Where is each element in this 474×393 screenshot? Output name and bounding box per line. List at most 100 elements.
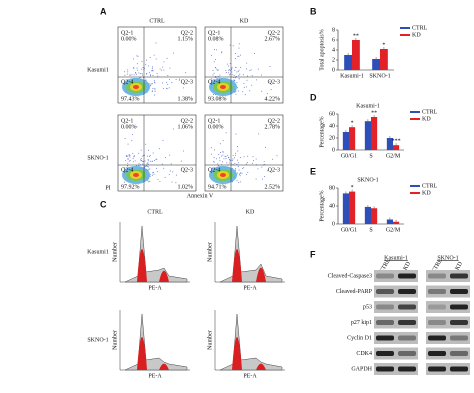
band bbox=[398, 273, 416, 279]
axis-label: PE-A bbox=[243, 285, 257, 291]
event-dot bbox=[257, 68, 259, 70]
x-tick-label: G0/G1 bbox=[341, 153, 357, 159]
event-dot bbox=[238, 69, 240, 71]
y-tick-label: 0 bbox=[332, 67, 335, 73]
event-dot bbox=[240, 67, 242, 69]
quadrant-percent: 1.15% bbox=[178, 36, 194, 42]
event-dot bbox=[149, 174, 151, 176]
event-dot bbox=[141, 73, 143, 75]
event-dot bbox=[136, 63, 138, 65]
event-dot bbox=[229, 44, 231, 46]
event-dot bbox=[152, 88, 154, 90]
quadrant-percent: 97.43% bbox=[121, 96, 140, 102]
axis-label: Number bbox=[112, 330, 118, 350]
event-dot bbox=[182, 150, 184, 152]
event-dot bbox=[245, 68, 247, 70]
event-dot bbox=[237, 70, 239, 72]
band bbox=[428, 335, 446, 341]
event-dot bbox=[238, 47, 240, 49]
event-dot bbox=[213, 160, 215, 162]
event-dot bbox=[136, 73, 138, 75]
quadrant-name: Q2-1 bbox=[121, 118, 133, 124]
event-dot bbox=[229, 160, 231, 162]
event-dot bbox=[261, 166, 263, 168]
axis-label: Number bbox=[207, 242, 213, 262]
event-dot bbox=[123, 167, 125, 169]
event-dot bbox=[151, 90, 153, 92]
event-dot bbox=[247, 162, 249, 164]
event-dot bbox=[132, 58, 134, 60]
event-dot bbox=[131, 140, 133, 142]
event-dot bbox=[138, 162, 140, 164]
event-dot bbox=[238, 43, 240, 45]
event-dot bbox=[132, 152, 134, 154]
y-axis-label: Total apoptosis% bbox=[319, 29, 325, 70]
event-dot bbox=[242, 91, 244, 93]
event-dot bbox=[156, 158, 158, 160]
event-dot bbox=[270, 88, 272, 90]
event-dot bbox=[246, 62, 248, 64]
event-dot bbox=[235, 75, 237, 77]
group-label: Kasumi-1 bbox=[384, 255, 408, 261]
event-dot bbox=[151, 69, 153, 71]
band bbox=[376, 289, 394, 294]
event-dot bbox=[168, 174, 170, 176]
event-dot bbox=[163, 69, 165, 71]
quadrant-name: Q2-2 bbox=[268, 30, 280, 36]
axis-label: PE-A bbox=[148, 285, 162, 291]
event-dot bbox=[236, 163, 238, 165]
event-dot bbox=[171, 82, 173, 84]
event-dot bbox=[238, 75, 240, 77]
event-dot bbox=[163, 87, 165, 89]
event-dot bbox=[233, 75, 235, 77]
event-dot bbox=[132, 66, 134, 68]
bar bbox=[380, 49, 388, 70]
event-dot bbox=[219, 74, 221, 76]
event-dot bbox=[125, 160, 127, 162]
event-dot bbox=[128, 155, 130, 157]
event-dot bbox=[149, 180, 151, 182]
event-dot bbox=[225, 155, 227, 157]
quadrant-percent: 0.00% bbox=[121, 36, 137, 42]
event-dot bbox=[234, 163, 236, 165]
event-dot bbox=[222, 154, 224, 156]
event-dot bbox=[129, 156, 131, 158]
band bbox=[398, 335, 416, 341]
event-dot bbox=[154, 91, 156, 93]
event-dot bbox=[153, 160, 155, 162]
quadrant-percent: 94.71% bbox=[208, 184, 227, 190]
event-dot bbox=[235, 66, 237, 68]
g1-peak bbox=[137, 249, 147, 282]
event-dot bbox=[243, 156, 245, 158]
event-dot bbox=[169, 170, 171, 172]
event-dot bbox=[155, 167, 157, 169]
event-dot bbox=[219, 143, 221, 145]
event-dot bbox=[264, 163, 266, 165]
event-dot bbox=[138, 72, 140, 74]
event-dot bbox=[136, 67, 138, 69]
event-dot bbox=[227, 155, 229, 157]
significance: *** bbox=[392, 139, 401, 145]
event-dot bbox=[247, 172, 249, 174]
protein-label: Cleaved-PARP bbox=[336, 289, 373, 295]
event-dot bbox=[137, 69, 139, 71]
event-dot bbox=[153, 54, 155, 56]
quadrant-percent: 2.67% bbox=[265, 36, 281, 42]
event-dot bbox=[225, 132, 227, 134]
event-dot bbox=[148, 168, 150, 170]
event-dot bbox=[226, 162, 228, 164]
event-dot bbox=[139, 77, 141, 79]
band bbox=[376, 273, 394, 279]
bar bbox=[393, 221, 400, 224]
event-dot bbox=[162, 82, 164, 84]
event-dot bbox=[228, 162, 230, 164]
event-dot bbox=[211, 167, 213, 169]
event-dot bbox=[172, 171, 174, 173]
event-dot bbox=[148, 166, 150, 168]
event-dot bbox=[151, 70, 153, 72]
event-dot bbox=[261, 178, 263, 180]
quadrant-name: Q2-1 bbox=[208, 30, 220, 36]
event-dot bbox=[128, 154, 130, 156]
event-dot bbox=[239, 157, 241, 159]
event-dot bbox=[162, 139, 164, 141]
